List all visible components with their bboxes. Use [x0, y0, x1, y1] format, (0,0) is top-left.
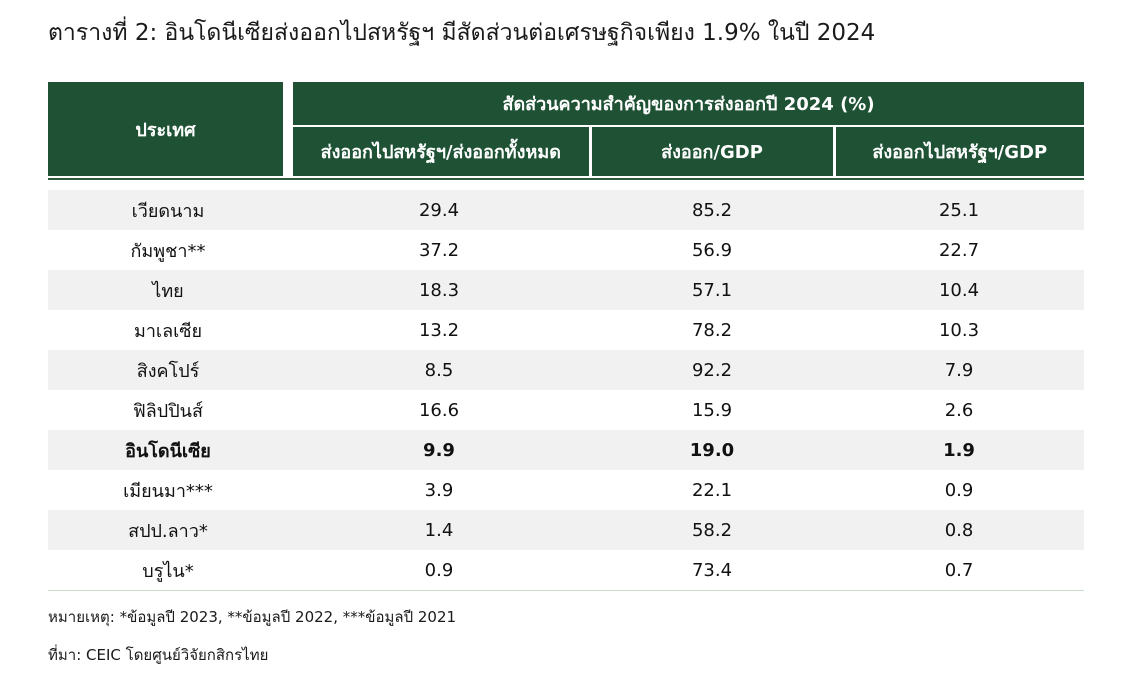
table-row: ฟิลิปปินส์ 16.6 15.9 2.6	[48, 390, 1085, 430]
export-gdp-cell: 92.2	[590, 350, 834, 390]
us-share-cell: 1.4	[288, 510, 590, 550]
table-row: บรูไน* 0.9 73.4 0.7	[48, 550, 1085, 591]
us-gdp-cell: 0.8	[834, 510, 1085, 550]
export-gdp-cell: 57.1	[590, 270, 834, 310]
table-row: มาเลเซีย 13.2 78.2 10.3	[48, 310, 1085, 350]
us-gdp-cell: 10.3	[834, 310, 1085, 350]
country-cell: บรูไน*	[48, 550, 288, 591]
table-row: ไทย 18.3 57.1 10.4	[48, 270, 1085, 310]
us-share-cell: 3.9	[288, 470, 590, 510]
export-share-table: ประเทศ สัดส่วนความสำคัญของการส่งออกปี 20…	[48, 82, 1085, 591]
country-cell: เมียนมา***	[48, 470, 288, 510]
us-share-cell: 18.3	[288, 270, 590, 310]
export-gdp-cell: 85.2	[590, 190, 834, 230]
country-cell: ไทย	[48, 270, 288, 310]
us-gdp-cell: 22.7	[834, 230, 1085, 270]
us-gdp-cell: 10.4	[834, 270, 1085, 310]
country-cell: ฟิลิปปินส์	[48, 390, 288, 430]
country-cell: สปป.ลาว*	[48, 510, 288, 550]
country-column-header: ประเทศ	[48, 82, 293, 176]
country-cell: กัมพูชา**	[48, 230, 288, 270]
us-gdp-cell: 25.1	[834, 190, 1085, 230]
us-gdp-cell: 7.9	[834, 350, 1085, 390]
export-share-group-header: สัดส่วนความสำคัญของการส่งออกปี 2024 (%)	[288, 82, 1085, 127]
table-title: ตารางที่ 2: อินโดนีเซียส่งออกไปสหรัฐฯ มี…	[48, 20, 876, 46]
export-gdp-cell: 22.1	[590, 470, 834, 510]
us-share-cell: 16.6	[288, 390, 590, 430]
table-row-highlighted: อินโดนีเซีย 9.9 19.0 1.9	[48, 430, 1085, 470]
us-exports-to-gdp-header: ส่งออกไปสหรัฐฯ/GDP	[834, 125, 1085, 176]
export-gdp-cell: 19.0	[590, 430, 834, 470]
country-cell: อินโดนีเซีย	[48, 430, 288, 470]
table-row: กัมพูชา** 37.2 56.9 22.7	[48, 230, 1085, 270]
export-gdp-cell: 15.9	[590, 390, 834, 430]
us-gdp-cell: 1.9	[834, 430, 1085, 470]
table-row: เวียดนาม 29.4 85.2 25.1	[48, 190, 1085, 230]
country-cell: เวียดนาม	[48, 190, 288, 230]
us-gdp-cell: 2.6	[834, 390, 1085, 430]
us-share-cell: 0.9	[288, 550, 590, 591]
country-cell: มาเลเซีย	[48, 310, 288, 350]
us-share-cell: 9.9	[288, 430, 590, 470]
export-gdp-cell: 73.4	[590, 550, 834, 591]
exports-to-gdp-header: ส่งออก/GDP	[588, 125, 836, 176]
country-cell: สิงคโปร์	[48, 350, 288, 390]
us-share-cell: 29.4	[288, 190, 590, 230]
table-row: เมียนมา*** 3.9 22.1 0.9	[48, 470, 1085, 510]
us-gdp-cell: 0.7	[834, 550, 1085, 591]
us-share-of-exports-header: ส่งออกไปสหรัฐฯ/ส่งออกทั้งหมด	[288, 125, 590, 176]
export-gdp-cell: 78.2	[590, 310, 834, 350]
us-share-cell: 37.2	[288, 230, 590, 270]
export-gdp-cell: 56.9	[590, 230, 834, 270]
footnote: หมายเหตุ: *ข้อมูลปี 2023, **ข้อมูลปี 202…	[48, 608, 457, 626]
us-share-cell: 13.2	[288, 310, 590, 350]
export-gdp-cell: 58.2	[590, 510, 834, 550]
source-note: ที่มา: CEIC โดยศูนย์วิจัยกสิกรไทย	[48, 646, 269, 664]
us-share-cell: 8.5	[288, 350, 590, 390]
table-row: สปป.ลาว* 1.4 58.2 0.8	[48, 510, 1085, 550]
table-row: สิงคโปร์ 8.5 92.2 7.9	[48, 350, 1085, 390]
us-gdp-cell: 0.9	[834, 470, 1085, 510]
